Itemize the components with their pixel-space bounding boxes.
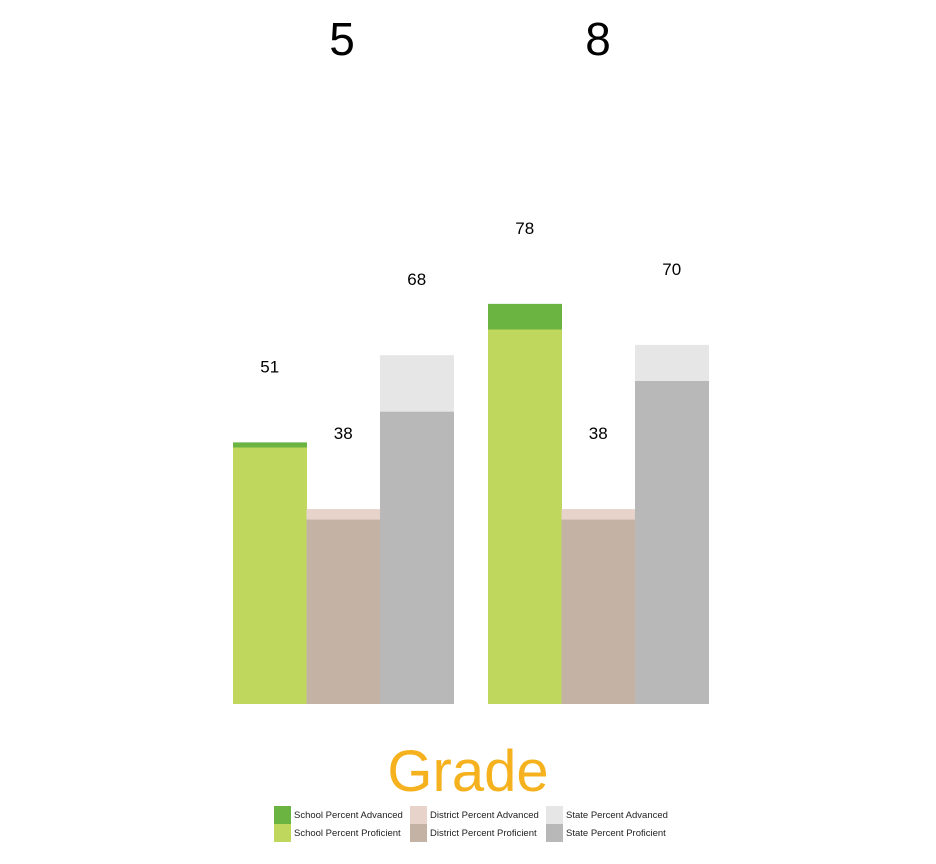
data-label-state-grade-8: 70 — [662, 260, 681, 279]
legend-swatch — [274, 806, 291, 824]
data-label-state-grade-5: 68 — [407, 270, 426, 289]
bar-district-percent-proficient-grade-8 — [561, 519, 636, 704]
legend-label: State Percent Proficient — [566, 827, 666, 839]
legend-label: District Percent Advanced — [430, 809, 539, 821]
bar-district-percent-advanced-grade-8 — [561, 509, 636, 520]
data-label-school-grade-5: 51 — [260, 357, 279, 376]
data-label-district-grade-5: 38 — [334, 424, 353, 443]
legend-label: District Percent Proficient — [430, 827, 537, 839]
bar-state-percent-proficient-grade-8 — [635, 380, 709, 704]
grade-title-5: 5 — [329, 13, 355, 65]
legend-swatch — [546, 824, 563, 842]
legend-swatch — [410, 806, 427, 824]
legend-item-district-advanced: District Percent Advanced — [410, 806, 539, 824]
bar-school-percent-advanced-grade-8 — [488, 303, 562, 330]
grade-title-8: 8 — [585, 13, 611, 65]
bar-school-percent-advanced-grade-5 — [233, 442, 307, 448]
bar-state-percent-advanced-grade-8 — [635, 344, 709, 381]
bar-state-percent-advanced-grade-5 — [380, 355, 454, 412]
bar-district-percent-advanced-grade-5 — [306, 509, 381, 520]
data-label-school-grade-8: 78 — [515, 219, 534, 238]
legend-item-state-proficient: State Percent Proficient — [546, 824, 666, 842]
legend-label: School Percent Advanced — [294, 809, 403, 821]
legend-swatch — [410, 824, 427, 842]
x-axis-label: Grade — [387, 739, 549, 804]
legend-item-state-advanced: State Percent Advanced — [546, 806, 668, 824]
legend-label: School Percent Proficient — [294, 827, 401, 839]
bar-state-percent-proficient-grade-5 — [380, 411, 454, 704]
legend-label: State Percent Advanced — [566, 809, 668, 821]
bar-district-percent-proficient-grade-5 — [306, 519, 381, 704]
legend: School Percent Advanced District Percent… — [274, 806, 694, 842]
legend-item-school-advanced: School Percent Advanced — [274, 806, 403, 824]
legend-swatch — [546, 806, 563, 824]
data-label-district-grade-8: 38 — [589, 424, 608, 443]
bar-school-percent-proficient-grade-8 — [488, 329, 562, 704]
legend-swatch — [274, 824, 291, 842]
legend-item-district-proficient: District Percent Proficient — [410, 824, 537, 842]
legend-item-school-proficient: School Percent Proficient — [274, 824, 401, 842]
bar-school-percent-proficient-grade-5 — [233, 447, 307, 704]
